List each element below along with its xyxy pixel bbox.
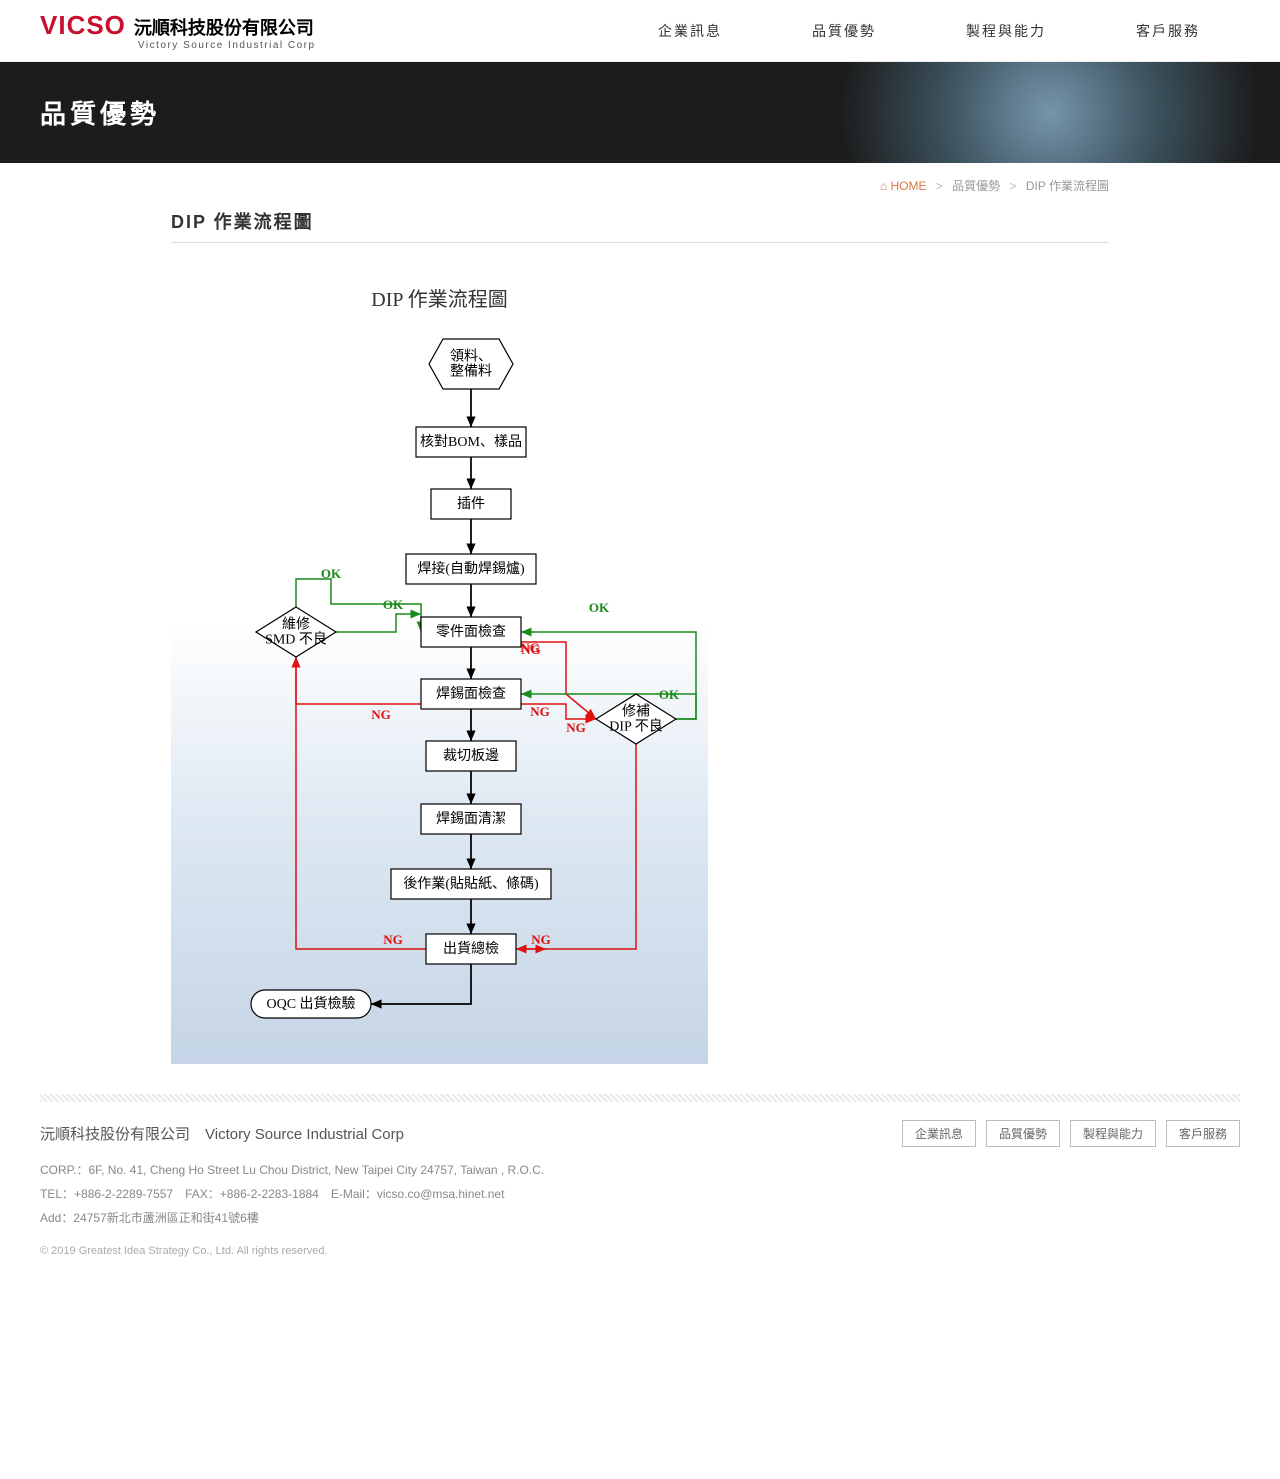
svg-text:焊錫面清潔: 焊錫面清潔	[436, 811, 506, 827]
footer-separator	[40, 1094, 1240, 1102]
footer: 沅順科技股份有限公司 Victory Source Industrial Cor…	[0, 1120, 1280, 1292]
svg-text:DIP 不良: DIP 不良	[609, 719, 663, 735]
nav-item-service[interactable]: 客戶服務	[1136, 21, 1200, 41]
hero-banner: 品質優勢	[0, 62, 1280, 163]
logo[interactable]: VICSO 沅順科技股份有限公司 Victory Source Industri…	[40, 10, 316, 51]
svg-text:NG: NG	[383, 932, 403, 947]
breadcrumb-item: 品質優勢	[952, 179, 1000, 193]
svg-text:後作業(貼貼紙、條碼): 後作業(貼貼紙、條碼)	[403, 876, 539, 892]
footer-btn-news[interactable]: 企業訊息	[902, 1120, 976, 1147]
svg-text:OQC 出貨檢驗: OQC 出貨檢驗	[266, 995, 355, 1012]
nav-items: 企業訊息 品質優勢 製程與能力 客戶服務	[658, 21, 1240, 41]
breadcrumb-sep: >	[1010, 179, 1017, 193]
svg-text:裁切板邊: 裁切板邊	[443, 748, 499, 764]
footer-btn-process[interactable]: 製程與能力	[1070, 1120, 1156, 1147]
logo-cn: 沅順科技股份有限公司	[134, 14, 316, 40]
footer-btn-service[interactable]: 客戶服務	[1166, 1120, 1240, 1147]
footer-tel: TEL：+886-2-2289-7557 FAX：+886-2-2283-188…	[40, 1182, 544, 1206]
nav-item-process[interactable]: 製程與能力	[966, 21, 1046, 41]
top-nav: VICSO 沅順科技股份有限公司 Victory Source Industri…	[0, 0, 1280, 62]
svg-text:NG: NG	[531, 932, 551, 947]
breadcrumb-home[interactable]: HOME	[890, 179, 926, 193]
logo-main: VICSO	[40, 10, 126, 40]
footer-nav: 企業訊息 品質優勢 製程與能力 客戶服務	[902, 1120, 1240, 1147]
svg-text:NG: NG	[371, 707, 391, 722]
diagram-title: DIP 作業流程圖	[171, 283, 708, 312]
nav-item-quality[interactable]: 品質優勢	[812, 21, 876, 41]
svg-text:核對BOM、樣品: 核對BOM、樣品	[420, 433, 522, 450]
breadcrumb: ⌂ HOME > 品質優勢 > DIP 作業流程圖	[171, 163, 1109, 208]
svg-text:維修: 維修	[282, 617, 310, 633]
svg-text:焊錫面檢查: 焊錫面檢查	[436, 685, 506, 702]
svg-text:修補: 修補	[622, 704, 650, 720]
nav-item-news[interactable]: 企業訊息	[658, 21, 722, 41]
logo-sub: Victory Source Industrial Corp	[138, 40, 316, 51]
svg-text:OK: OK	[659, 687, 680, 702]
footer-company: 沅順科技股份有限公司 Victory Source Industrial Cor…	[40, 1120, 544, 1150]
svg-text:OK: OK	[383, 597, 404, 612]
flowchart-container: DIP 作業流程圖 OKOKNGNGNGOKOKNGNGNGNG領料、整備料核對…	[171, 263, 708, 1064]
hero-image	[704, 62, 1280, 163]
flowchart-svg: OKOKNGNGNGOKOKNGNGNGNG領料、整備料核對BOM、樣品插件焊接…	[171, 324, 708, 1034]
footer-btn-quality[interactable]: 品質優勢	[986, 1120, 1060, 1147]
svg-text:出貨總檢: 出貨總檢	[443, 940, 499, 957]
breadcrumb-sep: >	[936, 179, 943, 193]
footer-copyright: © 2019 Greatest Idea Strategy Co., Ltd. …	[40, 1240, 544, 1262]
svg-text:焊接(自動焊錫爐): 焊接(自動焊錫爐)	[417, 560, 525, 577]
svg-text:NG: NG	[520, 640, 540, 655]
svg-text:SMD 不良: SMD 不良	[265, 632, 327, 648]
svg-text:整備料: 整備料	[450, 364, 492, 380]
svg-text:OK: OK	[321, 566, 342, 581]
footer-info: 沅順科技股份有限公司 Victory Source Industrial Cor…	[40, 1120, 544, 1262]
home-icon: ⌂	[880, 179, 887, 193]
svg-text:零件面檢查: 零件面檢查	[436, 623, 506, 640]
svg-text:NG: NG	[566, 720, 586, 735]
svg-text:OK: OK	[589, 600, 610, 615]
svg-text:插件: 插件	[457, 496, 485, 512]
section-title: DIP 作業流程圖	[171, 208, 1109, 243]
breadcrumb-current: DIP 作業流程圖	[1026, 179, 1109, 193]
footer-corp: CORP.：6F, No. 41, Cheng Ho Street Lu Cho…	[40, 1158, 544, 1182]
svg-text:領料、: 領料、	[450, 348, 492, 365]
svg-text:NG: NG	[530, 704, 550, 719]
footer-add: Add：24757新北市蘆洲區正和街41號6樓	[40, 1206, 544, 1230]
